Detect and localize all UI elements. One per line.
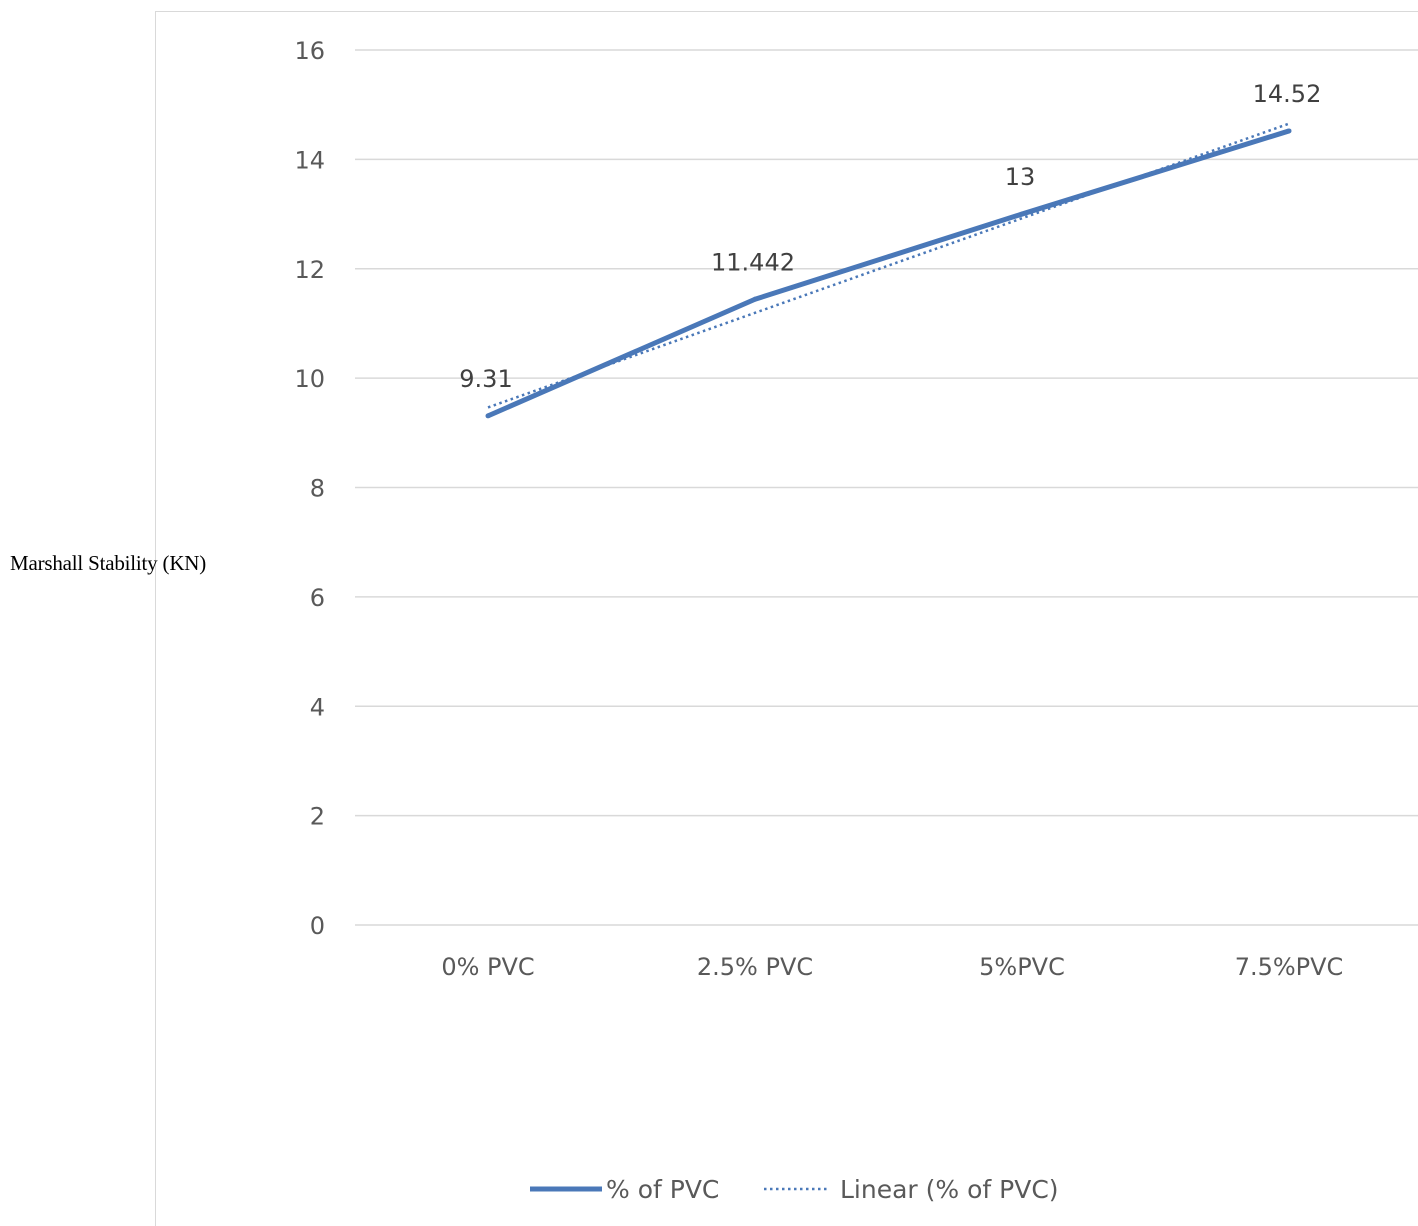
y-tick-label: 10 bbox=[294, 365, 325, 393]
legend: % of PVC Linear (% of PVC) bbox=[530, 1175, 1059, 1204]
data-point bbox=[1019, 211, 1025, 217]
data-label: 14.52 bbox=[1253, 80, 1322, 108]
data-label: 13 bbox=[1005, 163, 1036, 191]
y-axis-label: Marshall Stability (KN) bbox=[10, 551, 207, 575]
y-tick-label: 16 bbox=[294, 37, 325, 65]
x-tick-label: 5%PVC bbox=[979, 953, 1065, 981]
data-point bbox=[752, 296, 758, 302]
data-label: 9.31 bbox=[459, 365, 512, 393]
data-point bbox=[1286, 128, 1292, 134]
data-point bbox=[485, 413, 491, 419]
y-tick-label: 6 bbox=[310, 584, 325, 612]
legend-label-main: % of PVC bbox=[606, 1175, 719, 1204]
y-axis-ticks: 0 2 4 6 8 10 12 14 16 bbox=[294, 37, 325, 940]
x-tick-label: 0% PVC bbox=[441, 953, 534, 981]
series-layer bbox=[485, 122, 1292, 419]
chart-area bbox=[155, 11, 1418, 1226]
data-labels: 9.31 11.442 13 14.52 bbox=[459, 80, 1321, 393]
x-tick-label: 2.5% PVC bbox=[697, 953, 813, 981]
x-tick-label: 7.5%PVC bbox=[1235, 953, 1344, 981]
y-tick-label: 8 bbox=[310, 475, 325, 503]
grid-lines bbox=[355, 49, 1418, 926]
data-label: 11.442 bbox=[711, 248, 795, 276]
y-tick-label: 2 bbox=[310, 803, 325, 831]
y-tick-label: 4 bbox=[310, 693, 325, 721]
series-line-main bbox=[486, 128, 1290, 419]
x-axis-ticks: 0% PVC 2.5% PVC 5%PVC 7.5%PVC bbox=[441, 953, 1343, 981]
y-tick-label: 0 bbox=[310, 912, 325, 940]
y-tick-label: 12 bbox=[294, 256, 325, 284]
y-tick-label: 14 bbox=[294, 146, 325, 174]
legend-label-trendline: Linear (% of PVC) bbox=[840, 1175, 1059, 1204]
